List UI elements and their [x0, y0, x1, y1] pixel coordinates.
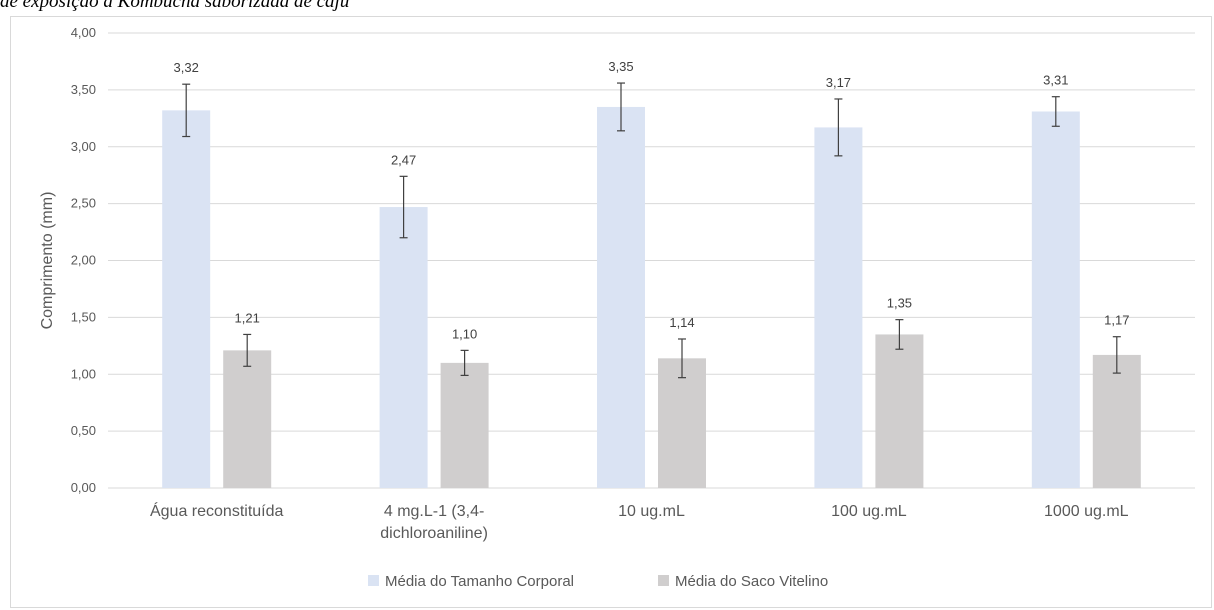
y-tick-label: 4,00 — [71, 25, 96, 40]
y-tick-label: 0,00 — [71, 480, 96, 495]
data-label: 1,17 — [1104, 313, 1129, 328]
body-size-bar — [1031, 111, 1080, 489]
y-tick-label: 0,50 — [71, 423, 96, 438]
legend-label-yolk-sac: Média do Saco Vitelino — [675, 573, 828, 590]
legend-swatch-yolk-sac — [658, 575, 669, 586]
x-category-label: 100 ug.mL — [831, 503, 907, 520]
x-category-label: Água reconstituída — [150, 501, 284, 520]
data-label: 3,17 — [826, 75, 851, 90]
y-tick-label: 3,00 — [71, 139, 96, 154]
y-tick-label: 1,00 — [71, 366, 96, 381]
data-label: 3,35 — [608, 59, 633, 74]
y-tick-label: 3,50 — [71, 82, 96, 97]
x-category-label: 1000 ug.mL — [1044, 503, 1129, 520]
data-label: 1,21 — [235, 310, 260, 325]
data-label: 1,14 — [669, 315, 694, 330]
data-label: 3,31 — [1043, 73, 1068, 88]
x-category-label: 4 mg.L-1 (3,4- — [384, 503, 484, 520]
y-tick-label: 2,00 — [71, 253, 96, 268]
data-label: 2,47 — [391, 152, 416, 167]
x-category-label: 10 ug.mL — [618, 503, 685, 520]
legend-swatch-body-size — [368, 575, 379, 586]
yolk-sac-bar — [1092, 354, 1141, 488]
yolk-sac-bar — [223, 350, 272, 488]
y-axis-title: Comprimento (mm) — [39, 192, 56, 330]
body-size-bar — [597, 106, 645, 488]
legend-label-body-size: Média do Tamanho Corporal — [385, 573, 574, 590]
data-label: 3,32 — [174, 60, 199, 75]
figure-caption: de exposição a Kombucha saborizada de ca… — [0, 0, 350, 12]
data-label: 1,35 — [887, 296, 912, 311]
body-size-bar — [814, 127, 863, 488]
y-tick-label: 2,50 — [71, 196, 96, 211]
yolk-sac-bar — [440, 362, 489, 488]
body-size-bar — [162, 110, 211, 488]
x-category-label: dichloroaniline) — [380, 525, 488, 542]
yolk-sac-bar — [875, 334, 924, 488]
y-tick-label: 1,50 — [71, 309, 96, 324]
data-label: 1,10 — [452, 326, 477, 341]
body-size-bar — [379, 207, 428, 488]
yolk-sac-bar — [658, 358, 706, 488]
